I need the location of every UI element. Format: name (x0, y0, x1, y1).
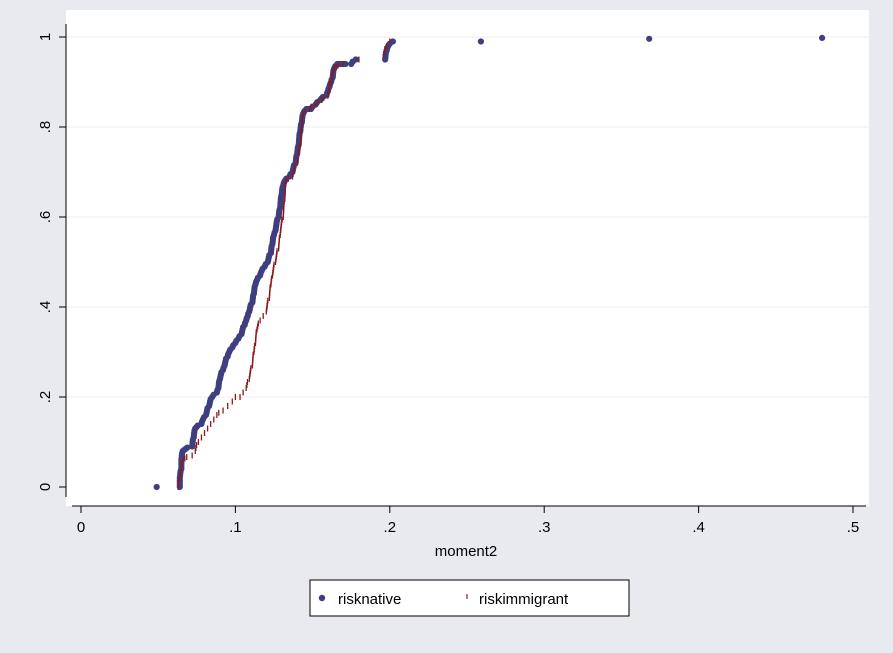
x-tick-label: .4 (692, 519, 705, 536)
data-point-risknative (646, 35, 653, 42)
legend-label-risknative: risknative (338, 591, 401, 608)
y-tick-label: .2 (37, 391, 54, 404)
y-tick-label: 1 (37, 33, 54, 41)
data-point-risknative (184, 444, 191, 451)
y-tick-label: .4 (37, 301, 54, 314)
gridlines (66, 36, 869, 398)
data-point-risknative (389, 38, 396, 45)
x-tick-label: .5 (847, 519, 860, 536)
legend-marker-risknative (318, 594, 326, 602)
legend-label-riskimmigrant: riskimmigrant (479, 591, 569, 608)
x-tick-label: .2 (384, 519, 397, 536)
data-point-risknative (819, 34, 826, 42)
y-tick-label: .6 (37, 211, 54, 224)
x-tick-label: 0 (77, 519, 85, 536)
y-tick-label: 0 (37, 483, 54, 491)
data-point-risknative (477, 38, 484, 45)
series-layer (153, 34, 826, 491)
axis-ticks: 0 .2 .4 .6 .8 1 0 .1 .2 .3 .4 .5 (37, 33, 859, 536)
y-tick-label: .8 (37, 121, 54, 134)
series-riskimmigrant (177, 38, 391, 490)
x-axis-title: moment2 (435, 543, 498, 560)
x-tick-label: .1 (229, 519, 242, 536)
plot-area-background (66, 10, 869, 506)
series-risknative (153, 34, 826, 491)
data-point-risknative (352, 56, 359, 63)
data-point-risknative (153, 483, 160, 491)
axes (65, 24, 866, 507)
x-tick-label: .3 (538, 519, 551, 536)
legend: risknative riskimmigrant (309, 579, 630, 617)
legend-box (309, 579, 630, 617)
